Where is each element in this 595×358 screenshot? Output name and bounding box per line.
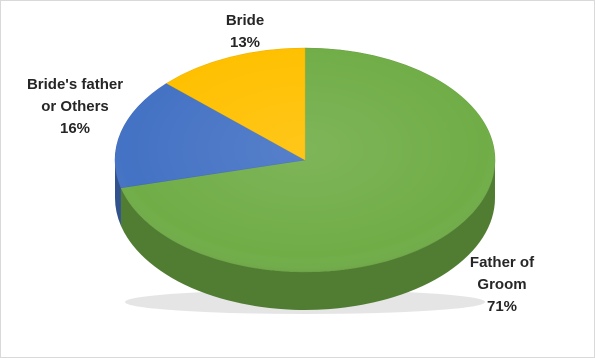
label-bride-percent: 13% (229, 34, 261, 51)
label-brides-father-or-others: Bride's father or Others 16% (10, 74, 140, 140)
label-father-of-groom-line1: Father of (469, 254, 535, 271)
pie-top-shading (115, 48, 495, 272)
label-father-of-groom-percent: 71% (486, 298, 518, 315)
label-brides-father-line1: Bride's father (26, 76, 124, 93)
label-bride-line1: Bride (225, 12, 265, 29)
pie-side-0-0 (120, 160, 495, 311)
label-father-of-groom: Father of Groom 71% (452, 252, 552, 318)
label-father-of-groom-line2: Groom (477, 276, 527, 293)
pie-side-1-0 (115, 160, 121, 226)
label-bride: Bride 13% (200, 10, 290, 54)
label-brides-father-percent: 16% (59, 120, 91, 137)
label-brides-father-line2: or Others (41, 98, 109, 115)
